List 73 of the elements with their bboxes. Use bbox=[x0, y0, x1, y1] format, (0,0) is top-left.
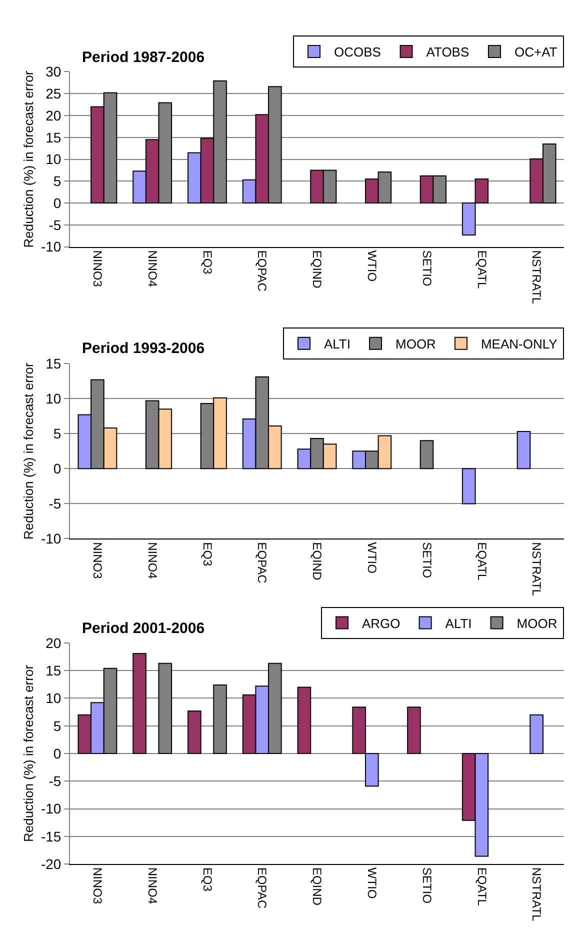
y-tick-label: 25 bbox=[46, 85, 62, 102]
y-tick-label: 15 bbox=[46, 129, 62, 146]
x-tick-label: EQ3 bbox=[200, 250, 214, 275]
legend-label: ALTI bbox=[324, 336, 350, 352]
y-tick-label: -5 bbox=[48, 773, 62, 790]
legend-label: ARGO bbox=[362, 616, 400, 631]
legend-label: MEAN-ONLY bbox=[480, 336, 558, 352]
y-tick-label: 5 bbox=[53, 173, 62, 190]
legend-label: MOOR bbox=[396, 336, 436, 352]
y-tick-label: 5 bbox=[53, 426, 62, 442]
legend-label: OC+AT bbox=[514, 44, 558, 60]
legend-label: OCOBS bbox=[334, 44, 382, 60]
x-tick-label: WTIO bbox=[364, 250, 379, 282]
y-tick-label: -20 bbox=[40, 856, 62, 872]
bar bbox=[516, 431, 531, 470]
y-axis-title: Reduction (%) in forecast error bbox=[20, 664, 36, 842]
bar bbox=[188, 710, 202, 754]
x-tick-label: SETIO bbox=[420, 867, 434, 904]
y-tick-label: -5 bbox=[48, 496, 62, 512]
x-tick-label: NINO3 bbox=[90, 867, 105, 904]
chart-title: Period 1993-2006 bbox=[82, 340, 205, 357]
x-tick-label: NSTRATL bbox=[530, 542, 544, 596]
x-tick-label: EQIND bbox=[310, 250, 324, 289]
y-tick-label: -15 bbox=[40, 828, 62, 844]
chart-title: Period 2001-2006 bbox=[82, 620, 205, 637]
x-tick-label: NINO3 bbox=[90, 250, 105, 288]
x-tick-label: NINO4 bbox=[145, 250, 160, 288]
x-tick-label: EQATL bbox=[474, 542, 489, 581]
y-tick-label: 0 bbox=[53, 745, 62, 762]
y-tick-label: -10 bbox=[40, 530, 62, 547]
x-tick-label: EQATL bbox=[474, 250, 489, 290]
legend-label: MOOR bbox=[516, 616, 558, 631]
x-tick-label: WTIO bbox=[364, 542, 379, 574]
x-tick-label: NINO3 bbox=[90, 542, 105, 580]
y-tick-label: 0 bbox=[53, 194, 62, 211]
y-tick-label: -10 bbox=[40, 238, 62, 255]
y-tick-label: 15 bbox=[46, 662, 62, 679]
x-tick-label: EQ3 bbox=[200, 867, 214, 892]
y-tick-label: 20 bbox=[46, 107, 62, 124]
chart-title: Period 1987-2006 bbox=[82, 49, 205, 66]
x-tick-label: EQIND bbox=[310, 867, 324, 906]
y-tick-label: 15 bbox=[46, 356, 62, 372]
y-tick-label: 10 bbox=[46, 151, 62, 168]
legend-label: ALTI bbox=[445, 616, 472, 631]
legend-label: ATOBS bbox=[426, 44, 470, 60]
bar bbox=[530, 714, 544, 754]
x-tick-label: EQIND bbox=[310, 542, 324, 580]
x-tick-label: SETIO bbox=[420, 542, 434, 578]
y-tick-label: 10 bbox=[46, 690, 62, 706]
x-tick-label: NSTRATL bbox=[530, 867, 544, 922]
y-axis-title: Reduction (%) in forecast error bbox=[20, 362, 36, 540]
y-tick-label: 0 bbox=[53, 460, 62, 477]
x-tick-label: EQPAC bbox=[255, 542, 270, 584]
y-tick-label: 20 bbox=[46, 634, 62, 651]
bar bbox=[407, 706, 421, 754]
bar bbox=[462, 468, 476, 504]
x-tick-label: NSTRATL bbox=[530, 250, 544, 304]
x-tick-label: EQPAC bbox=[255, 867, 270, 909]
x-tick-label: WTIO bbox=[364, 867, 379, 899]
y-tick-label: 10 bbox=[46, 390, 62, 407]
x-tick-label: NINO4 bbox=[145, 867, 160, 904]
y-axis-title: Reduction (%) in forecast error bbox=[20, 70, 36, 248]
y-tick-label: 30 bbox=[46, 64, 62, 80]
x-tick-label: EQ3 bbox=[200, 542, 214, 566]
bar bbox=[297, 686, 312, 754]
bar bbox=[132, 652, 146, 754]
x-tick-label: SETIO bbox=[420, 250, 434, 286]
y-tick-label: -5 bbox=[48, 216, 62, 233]
y-tick-label: 5 bbox=[53, 718, 62, 734]
x-tick-label: EQATL bbox=[474, 867, 489, 906]
x-tick-label: EQPAC bbox=[255, 250, 270, 292]
y-tick-label: -10 bbox=[40, 800, 62, 817]
x-tick-label: NINO4 bbox=[145, 542, 160, 580]
